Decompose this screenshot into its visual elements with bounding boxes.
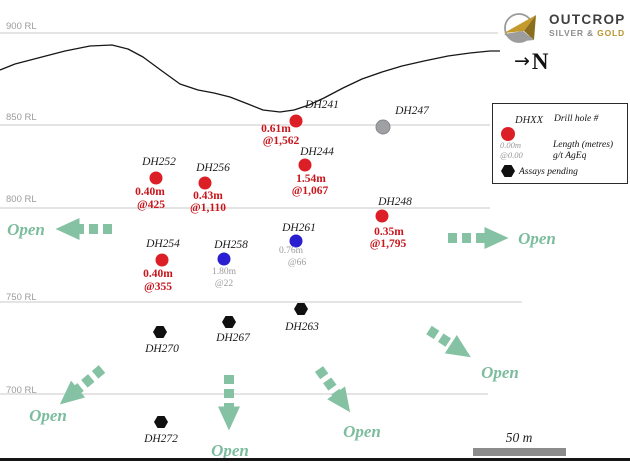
drillhole-length: 0.61m bbox=[261, 123, 291, 135]
open-annotation-down-mid: Open bbox=[343, 422, 381, 441]
drillhole-label: DH272 bbox=[144, 433, 178, 445]
legend-grade-desc: g/t AgEq bbox=[553, 151, 587, 161]
drillhole-marker-red bbox=[375, 209, 389, 223]
open-annotation-left: Open bbox=[7, 220, 45, 239]
terrain-surface-line bbox=[0, 44, 500, 113]
drillhole-grade: @66 bbox=[287, 258, 307, 268]
figure-bottom-border bbox=[0, 458, 630, 461]
scale-bar-label: 50 m bbox=[505, 430, 533, 445]
drillhole-label: DH247 bbox=[395, 105, 429, 117]
drillhole-marker-blue bbox=[217, 252, 231, 266]
drillhole-marker-red bbox=[149, 171, 163, 185]
open-arrow-down-left bbox=[59, 365, 106, 405]
drillhole-grade: @1,562 bbox=[262, 135, 300, 147]
open-arrow-down-right bbox=[426, 325, 471, 358]
elevation-label-900rl: 900 RL bbox=[6, 21, 37, 32]
drillhole-grade: @1,795 bbox=[369, 238, 407, 250]
scale-bar bbox=[473, 448, 566, 456]
company-tagline-gold: GOLD bbox=[597, 27, 625, 38]
company-name: OUTCROP bbox=[549, 12, 626, 27]
drillhole-marker-pending bbox=[222, 316, 236, 328]
drillhole-label: DH258 bbox=[214, 239, 248, 251]
open-arrow-down-mid bbox=[314, 366, 351, 413]
legend-hole-code: DHXX bbox=[515, 115, 543, 126]
drillhole-label: DH241 bbox=[305, 99, 339, 111]
drillhole-marker-red bbox=[198, 176, 212, 190]
open-annotation-down-left: Open bbox=[29, 406, 67, 425]
drillhole-marker-red bbox=[298, 158, 312, 172]
drillhole-length: 0.76m bbox=[278, 246, 304, 256]
drillhole-label: DH254 bbox=[146, 238, 180, 250]
drillhole-grade: @355 bbox=[144, 281, 172, 293]
logo-face-silver bbox=[504, 31, 534, 42]
drillhole-grade: @425 bbox=[137, 199, 165, 211]
drillhole-length: 1.54m bbox=[296, 173, 326, 185]
drillhole-label: DH244 bbox=[300, 146, 334, 158]
drillhole-grade: @1,110 bbox=[190, 202, 226, 214]
drillhole-marker-pending bbox=[154, 416, 168, 428]
drillhole-label: DH256 bbox=[196, 162, 230, 174]
drillhole-label: DH252 bbox=[142, 156, 176, 168]
legend-box: DHXX Drill hole # 0.00m @0.00 Length (me… bbox=[492, 103, 628, 184]
open-annotation-down-right: Open bbox=[481, 363, 519, 382]
drillhole-label: DH267 bbox=[216, 332, 250, 344]
logo-face-gold bbox=[504, 15, 536, 33]
company-logo-text: OUTCROP SILVER & GOLD bbox=[549, 13, 626, 37]
elevation-label-700rl: 700 RL bbox=[6, 385, 37, 396]
elevation-label-750rl: 750 RL bbox=[6, 292, 37, 303]
drillhole-length: 1.80m bbox=[211, 267, 237, 277]
drillhole-grade: @22 bbox=[214, 279, 234, 289]
drillhole-label: DH270 bbox=[145, 343, 179, 355]
drillhole-marker-pending bbox=[153, 326, 167, 338]
company-tagline-silver: SILVER & bbox=[549, 27, 594, 38]
drillhole-marker-pending bbox=[294, 303, 308, 315]
legend-red-marker-icon bbox=[501, 127, 515, 141]
legend-hole-desc: Drill hole # bbox=[554, 114, 599, 124]
elevation-label-800rl: 800 RL bbox=[6, 194, 37, 205]
elevation-label-850rl: 850 RL bbox=[6, 112, 37, 123]
drillhole-label: DH263 bbox=[285, 321, 319, 333]
legend-pending-desc: Assays pending bbox=[519, 167, 578, 177]
open-annotation-right: Open bbox=[518, 229, 556, 248]
north-indicator: → N bbox=[514, 50, 549, 73]
open-annotation-down: Open bbox=[211, 441, 249, 460]
drillhole-label: DH248 bbox=[378, 196, 412, 208]
company-tagline: SILVER & GOLD bbox=[549, 27, 626, 38]
drillhole-length: 0.40m bbox=[143, 268, 173, 280]
drillhole-length: 0.43m bbox=[193, 190, 223, 202]
drillhole-grade: @1,067 bbox=[291, 185, 329, 197]
drillhole-marker-blue bbox=[289, 234, 303, 248]
company-logo-mark bbox=[504, 13, 536, 43]
drillhole-length: 0.40m bbox=[135, 186, 165, 198]
drillhole-length: 0.35m bbox=[374, 226, 404, 238]
drillhole-marker-gray bbox=[375, 119, 391, 135]
logo-face-darkgold bbox=[524, 15, 536, 40]
legend-length-desc: Length (metres) bbox=[553, 140, 614, 150]
legend-sample-grade: @0.00 bbox=[500, 150, 523, 160]
north-arrow-icon: → bbox=[514, 50, 530, 72]
drillhole-label: DH261 bbox=[282, 222, 316, 234]
drillhole-marker-red bbox=[155, 253, 169, 267]
legend-pending-hex-icon bbox=[501, 165, 515, 177]
north-label: N bbox=[531, 49, 549, 74]
legend-sample-length: 0.00m bbox=[500, 140, 522, 150]
drillhole-marker-red bbox=[289, 114, 303, 128]
